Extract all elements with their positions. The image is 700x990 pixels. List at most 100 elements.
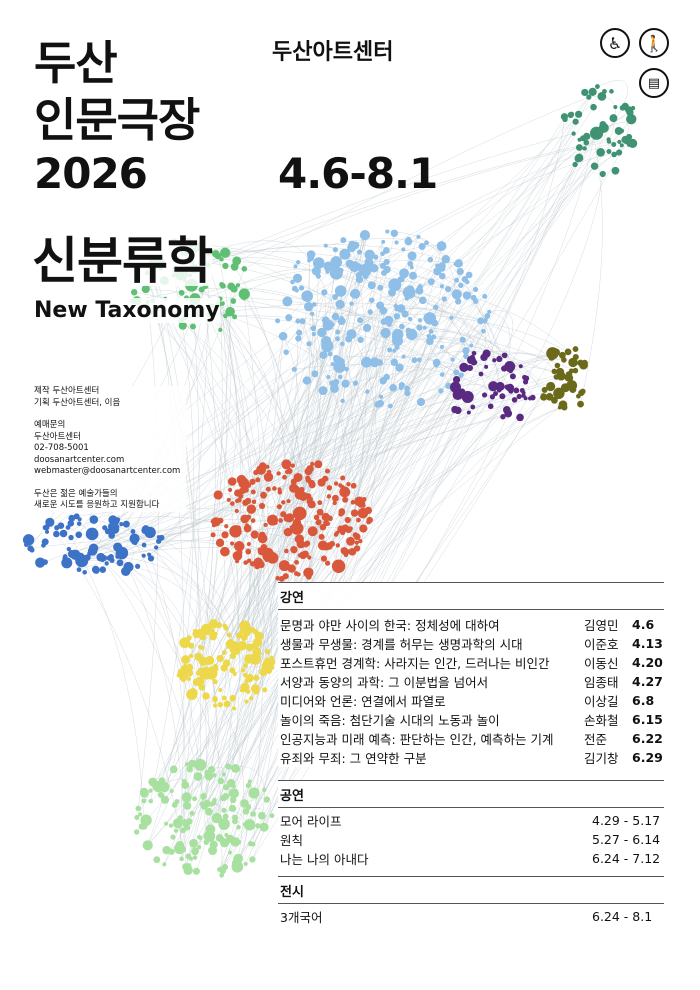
graph-node [173, 828, 179, 833]
graph-node [188, 653, 194, 659]
graph-node [432, 358, 441, 367]
graph-node [294, 534, 304, 544]
graph-node [306, 568, 314, 575]
graph-node [278, 331, 288, 341]
graph-node [185, 669, 194, 677]
graph-node [321, 512, 330, 522]
graph-node [186, 663, 194, 672]
graph-node [194, 758, 207, 771]
graph-node [411, 357, 418, 364]
graph-node [487, 309, 492, 314]
graph-node [332, 294, 339, 301]
graph-node [225, 306, 235, 317]
website-link[interactable]: doosanartcenter.com [34, 454, 125, 465]
graph-node [381, 239, 386, 244]
performances-row: 나는 나의 아내다 6.24 - 7.12 [278, 849, 664, 868]
graph-node [257, 631, 262, 636]
graph-node [192, 855, 198, 860]
graph-node [182, 778, 187, 784]
graph-node [228, 788, 239, 799]
graph-node [258, 462, 267, 470]
graph-node [518, 364, 523, 369]
graph-node [262, 787, 267, 793]
graph-node [231, 783, 236, 789]
graph-node [606, 148, 612, 154]
graph-node [216, 654, 224, 663]
graph-node [311, 331, 317, 337]
graph-node [489, 394, 496, 400]
graph-node [378, 394, 384, 399]
graph-node [453, 369, 460, 376]
graph-node [331, 494, 339, 502]
graph-node [75, 531, 83, 539]
graph-node [508, 368, 514, 374]
graph-node [583, 139, 590, 146]
graph-node [221, 650, 227, 656]
graph-node [293, 485, 300, 492]
lecture-title: 서양과 동양의 과학: 그 이분법을 넘어서 [280, 675, 489, 690]
graph-node [193, 772, 203, 781]
graph-node [572, 161, 578, 168]
graph-node [383, 247, 390, 254]
graph-node [179, 827, 186, 834]
graph-node [248, 673, 253, 678]
graph-node [339, 486, 351, 498]
graph-node [511, 397, 518, 403]
graph-node [579, 388, 586, 395]
graph-node [266, 552, 279, 564]
graph-node [227, 850, 232, 855]
graph-node [263, 522, 268, 528]
graph-node [182, 818, 187, 824]
graph-node [590, 103, 597, 111]
inquiry-org: 두산아트센터 [34, 431, 81, 442]
graph-node [317, 327, 327, 338]
graph-node [265, 486, 271, 492]
email-link[interactable]: webmaster@doosanartcenter.com [34, 466, 181, 476]
lecture-title: 놀이의 죽음: 첨단기술 시대의 노동과 놀이 [280, 713, 500, 728]
graph-node [247, 840, 254, 847]
inquiry-label: 예매문의 [34, 420, 66, 430]
graph-node [200, 793, 207, 800]
graph-node [280, 511, 287, 518]
graph-node [221, 695, 227, 701]
lecture-speaker: 이동신 [584, 656, 619, 671]
graph-node [211, 812, 223, 824]
graph-node [350, 482, 357, 489]
graph-node [230, 298, 237, 304]
graph-node [255, 477, 261, 483]
graph-node [488, 381, 499, 392]
graph-node [326, 494, 332, 499]
graph-node [553, 374, 560, 380]
graph-node [121, 550, 126, 555]
graph-node [376, 359, 384, 366]
lecture-speaker: 이상길 [584, 694, 619, 709]
graph-node [255, 823, 261, 829]
graph-node [301, 550, 309, 558]
graph-node [186, 766, 193, 773]
graph-node [238, 493, 244, 499]
graph-node [409, 271, 418, 280]
graph-node [178, 289, 185, 296]
graph-node [461, 390, 474, 404]
graph-node [369, 263, 379, 273]
graph-node [220, 664, 228, 672]
graph-node [333, 256, 338, 261]
section-title: 강연 [280, 591, 304, 606]
graph-node [379, 306, 388, 315]
graph-node [523, 396, 528, 401]
support-text: 두산은 젊은 예술가들의 [34, 488, 118, 499]
lecture-title: 미디어와 언론: 연결에서 파열로 [280, 694, 446, 709]
graph-node [304, 540, 311, 547]
graph-node [253, 674, 260, 681]
graph-node [253, 557, 263, 567]
graph-node [305, 475, 311, 481]
graph-node [572, 346, 579, 352]
graph-node [428, 329, 434, 334]
graph-node [89, 515, 99, 524]
graph-node [311, 370, 319, 378]
graph-node [306, 341, 312, 347]
graph-node [348, 240, 356, 248]
graph-node [325, 560, 331, 566]
graph-node [307, 258, 312, 263]
item-title: 3개국어 [280, 910, 323, 925]
